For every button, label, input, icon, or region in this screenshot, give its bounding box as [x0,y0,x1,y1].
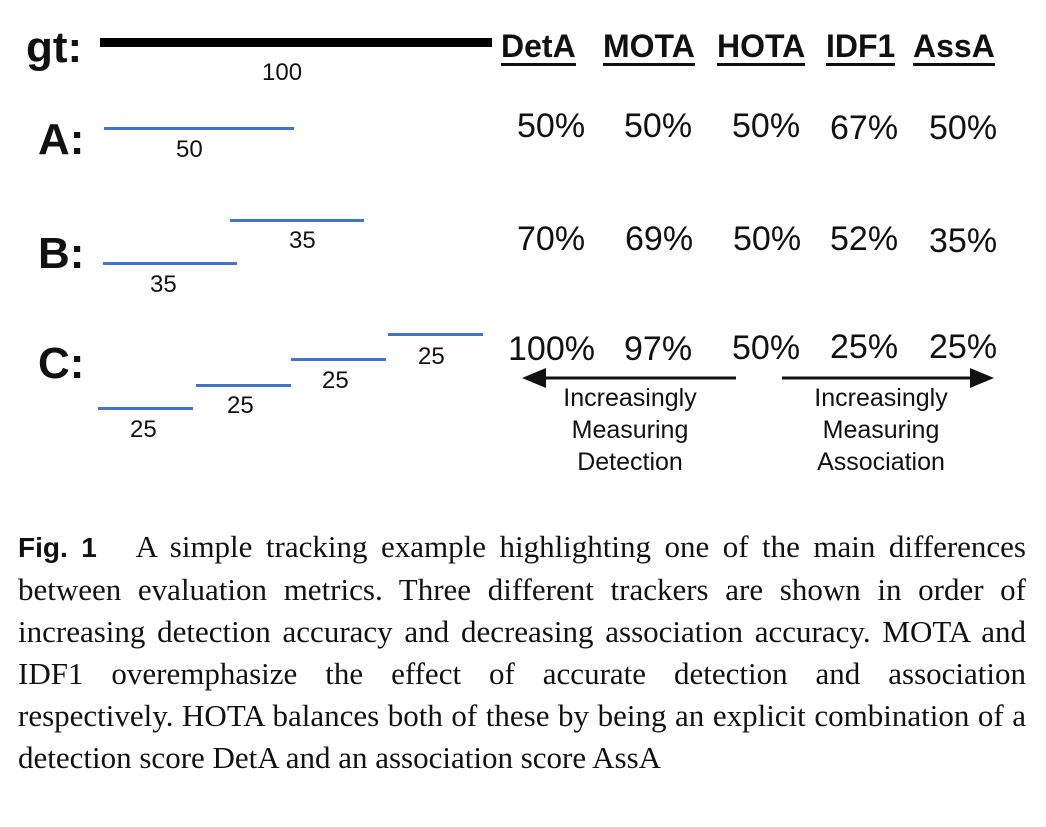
header-deta: DetA [501,28,576,66]
header-assa: AssA [913,28,995,66]
row-c-mota: 97% [624,330,693,368]
row-b-label: B: [38,229,85,278]
association-arrow-line-1: Increasingly [814,384,948,412]
row-b-segment-1-length: 35 [150,271,177,298]
row-c-hota: 50% [732,329,801,367]
caption-label: Fig. 1 [18,532,97,563]
association-arrow-icon [782,368,994,388]
row-a-segment-1-length: 50 [176,136,203,163]
detection-arrow-label: Increasingly Measuring Detection [530,382,730,478]
row-b-deta: 70% [517,220,586,258]
row-c-segment-3-length: 25 [322,367,349,394]
caption-text: A simple tracking example highlighting o… [18,529,1026,775]
row-b-mota: 69% [625,220,694,258]
row-a-label: A: [38,115,85,164]
row-a-mota: 50% [624,107,693,145]
row-a-deta: 50% [517,107,586,145]
row-c-segment-1 [98,407,193,410]
association-arrow-line-2: Measuring [822,416,940,444]
row-c-deta: 100% [508,330,595,368]
row-c-segment-4 [388,333,483,336]
row-a-idf1: 67% [830,109,899,147]
header-mota: MOTA [603,28,695,66]
header-idf1: IDF1 [826,28,896,66]
row-c-segment-2-length: 25 [227,392,254,419]
row-c-label: C: [38,339,85,388]
row-a-hota: 50% [732,107,801,145]
detection-arrow-line-3: Detection [577,448,683,476]
row-b-idf1: 52% [830,220,899,258]
detection-arrow-icon [522,368,736,388]
row-b-segment-2 [230,219,364,222]
row-a-segment-1 [104,127,294,130]
row-c-segment-1-length: 25 [130,416,157,443]
figure-caption: Fig. 1 A simple tracking example highlig… [18,526,1026,779]
detection-arrow-line-1: Increasingly [563,384,697,412]
gt-row-label: gt: [26,23,83,72]
row-c-idf1: 25% [830,328,899,366]
row-b-assa: 35% [929,222,998,260]
gt-bar [100,38,492,47]
detection-arrow-line-2: Measuring [571,416,689,444]
header-hota: HOTA [717,28,806,66]
association-arrow-line-3: Association [817,448,945,476]
association-arrow-label: Increasingly Measuring Association [778,382,984,478]
row-b-segment-1 [103,262,237,265]
gt-length-label: 100 [262,59,303,86]
row-c-segment-4-length: 25 [418,343,445,370]
row-b-segment-2-length: 35 [289,227,316,254]
row-c-segment-3 [291,358,386,361]
row-c-segment-2 [196,384,291,387]
row-b-hota: 50% [733,220,802,258]
row-c-assa: 25% [929,328,998,366]
row-a-assa: 50% [929,109,998,147]
